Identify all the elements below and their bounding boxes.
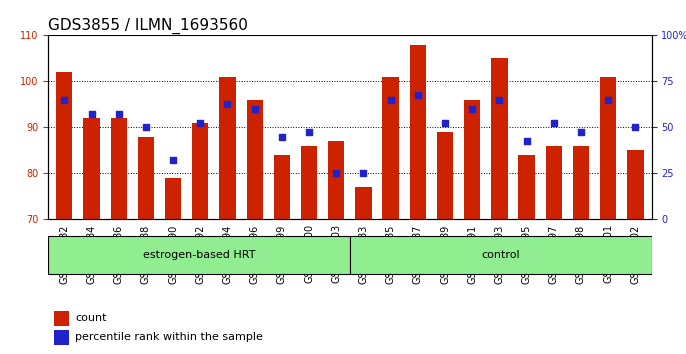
- Text: GDS3855 / ILMN_1693560: GDS3855 / ILMN_1693560: [48, 18, 248, 34]
- Bar: [84, 118, 99, 219]
- Bar: [54, 311, 69, 326]
- Bar: [491, 58, 508, 219]
- Point: [113, 111, 124, 116]
- Bar: [246, 100, 263, 219]
- Bar: [301, 146, 317, 219]
- Point: [141, 125, 152, 130]
- Bar: [54, 330, 69, 345]
- Bar: [110, 118, 127, 219]
- Text: agent: agent: [0, 353, 1, 354]
- Bar: [165, 178, 181, 219]
- Bar: [274, 155, 290, 219]
- Point: [276, 134, 287, 139]
- Bar: [138, 137, 154, 219]
- Point: [630, 125, 641, 130]
- Bar: [383, 77, 399, 219]
- Point: [603, 97, 614, 103]
- Bar: [56, 72, 73, 219]
- Point: [304, 129, 315, 135]
- Bar: [328, 141, 344, 219]
- Point: [331, 171, 342, 176]
- Point: [521, 138, 532, 144]
- Point: [385, 97, 396, 103]
- FancyBboxPatch shape: [350, 236, 652, 274]
- Point: [249, 106, 260, 112]
- Bar: [627, 150, 643, 219]
- Point: [494, 97, 505, 103]
- Point: [576, 129, 587, 135]
- Point: [167, 157, 178, 162]
- Bar: [600, 77, 616, 219]
- Text: control: control: [482, 250, 520, 260]
- Bar: [410, 45, 426, 219]
- Point: [195, 120, 206, 126]
- Point: [222, 102, 233, 107]
- Bar: [545, 146, 562, 219]
- Text: count: count: [75, 313, 107, 323]
- Point: [548, 120, 559, 126]
- Text: percentile rank within the sample: percentile rank within the sample: [75, 332, 263, 342]
- Bar: [519, 155, 535, 219]
- Bar: [192, 123, 209, 219]
- Bar: [573, 146, 589, 219]
- Text: estrogen-based HRT: estrogen-based HRT: [143, 250, 255, 260]
- Point: [86, 111, 97, 116]
- Point: [412, 92, 423, 98]
- Point: [358, 171, 369, 176]
- Point: [59, 97, 70, 103]
- Bar: [220, 77, 236, 219]
- Point: [440, 120, 451, 126]
- Bar: [464, 100, 480, 219]
- Bar: [437, 132, 453, 219]
- FancyBboxPatch shape: [48, 236, 350, 274]
- Bar: [355, 187, 372, 219]
- Point: [466, 106, 477, 112]
